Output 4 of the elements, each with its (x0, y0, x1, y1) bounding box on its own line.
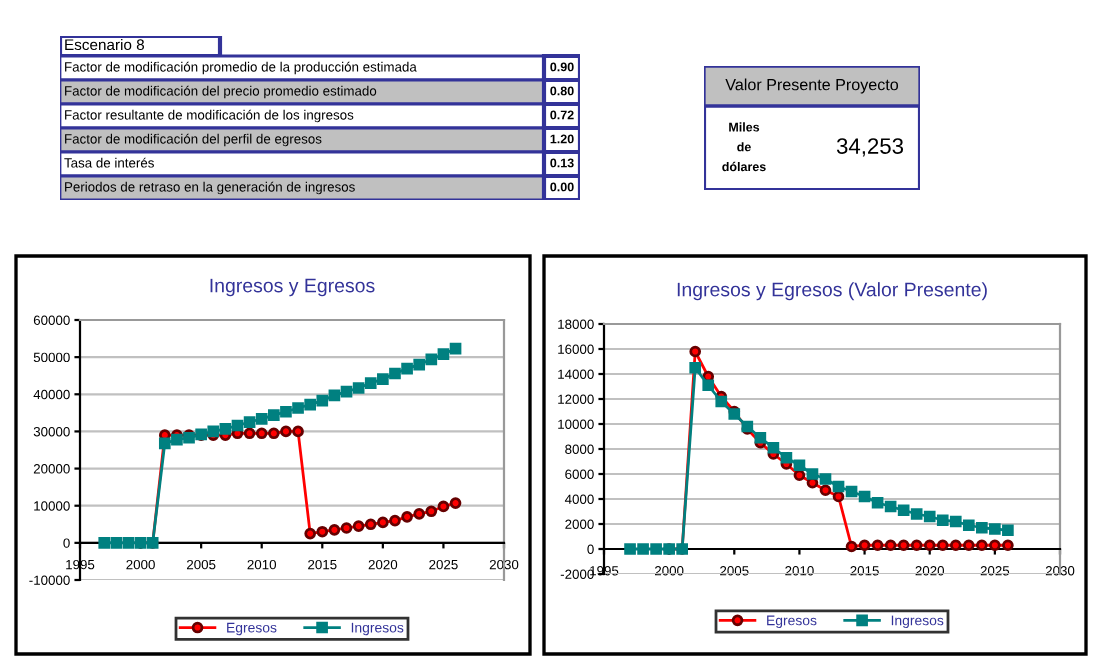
text: 34,253 (836, 138, 904, 157)
chart-title: Ingresos y Egresos (Valor Presente) (677, 282, 987, 301)
text: Valor Presente Proyecto (725, 78, 899, 94)
chart-title: Ingresos y Egresos (210, 278, 375, 297)
